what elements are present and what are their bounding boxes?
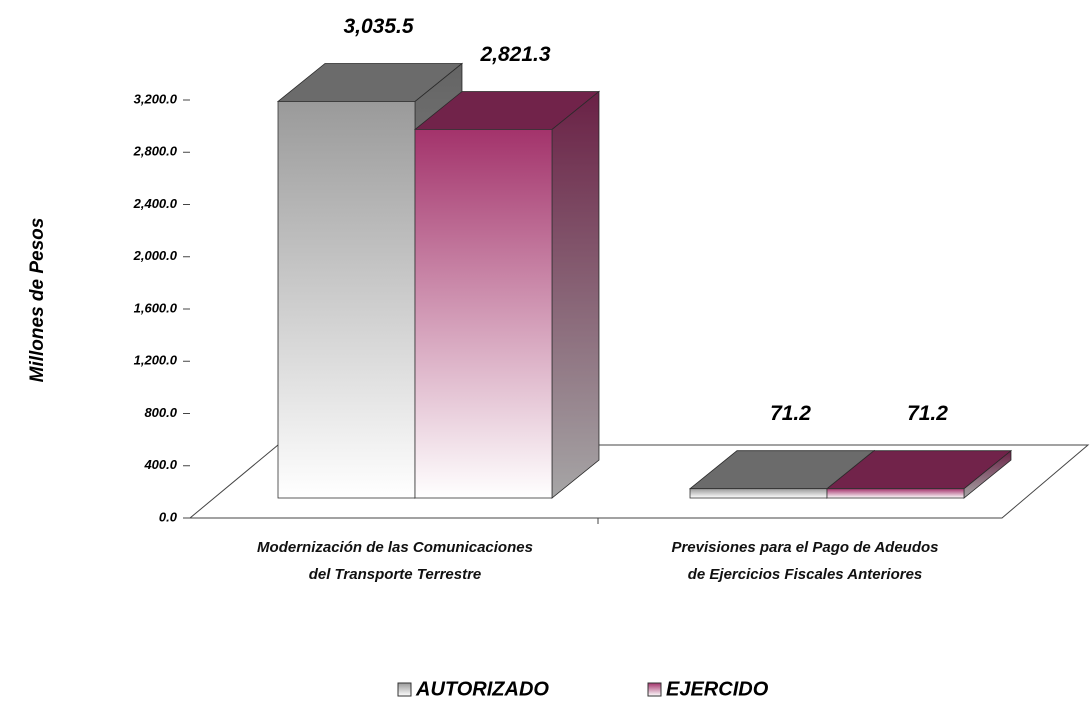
- legend-swatch: [397, 682, 412, 697]
- bar: [825, 449, 1013, 499]
- y-tick-label: 1,200.0: [134, 353, 178, 368]
- bar-front: [826, 488, 965, 499]
- legend-label: EJERCIDO: [666, 678, 769, 700]
- y-tick-label: 3,200.0: [134, 91, 178, 106]
- legend-label: AUTORIZADO: [415, 678, 549, 700]
- bar-side-shade: [964, 450, 1011, 498]
- bar-top-shade: [827, 450, 1011, 489]
- bar-top-shade: [278, 63, 462, 102]
- value-label: 71.2: [770, 402, 811, 425]
- bar-side-shade: [552, 91, 599, 499]
- value-label: 2,821.3: [479, 43, 550, 66]
- y-axis-title: Millones de Pesos: [27, 218, 48, 383]
- y-tick-label: 2,400.0: [133, 196, 178, 211]
- bar: [413, 90, 601, 499]
- legend-swatch: [647, 682, 662, 697]
- bar-top-shade: [415, 91, 599, 130]
- y-tick-label: 0.0: [159, 509, 178, 524]
- bar-front: [689, 488, 828, 499]
- y-tick-label: 1,600.0: [134, 300, 178, 315]
- y-tick-label: 400.0: [143, 457, 177, 472]
- y-tick-label: 800.0: [144, 405, 177, 420]
- bar-top-shade: [690, 450, 874, 489]
- value-label: 71.2: [907, 402, 948, 425]
- value-label: 3,035.5: [343, 15, 413, 38]
- x-tick-label: Previsiones para el Pago de Adeudos de E…: [671, 539, 939, 583]
- floor: [188, 444, 1090, 519]
- bar-front: [277, 101, 416, 499]
- y-tick-label: 2,800.0: [133, 144, 178, 159]
- x-tick-label: Modernización de las Comunicaciones del …: [257, 539, 533, 583]
- bar-front: [414, 129, 553, 499]
- y-tick-label: 2,000.0: [133, 248, 178, 263]
